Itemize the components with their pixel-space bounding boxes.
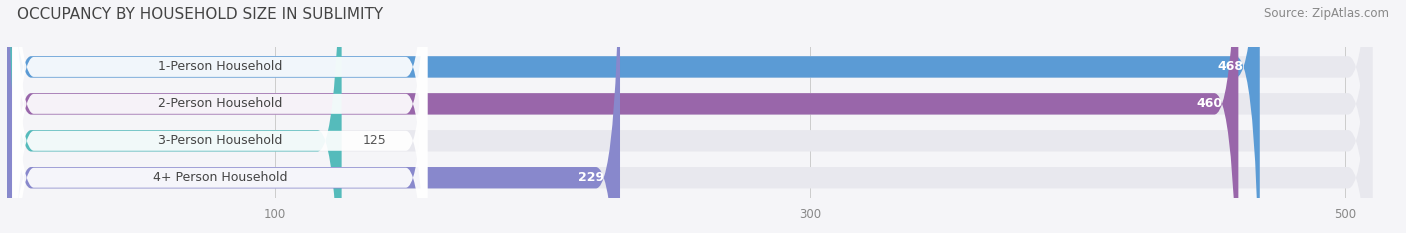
FancyBboxPatch shape xyxy=(7,0,342,233)
FancyBboxPatch shape xyxy=(7,0,1260,233)
FancyBboxPatch shape xyxy=(7,0,1372,233)
FancyBboxPatch shape xyxy=(7,0,620,233)
Text: 125: 125 xyxy=(363,134,387,147)
Text: 468: 468 xyxy=(1218,60,1244,73)
Text: OCCUPANCY BY HOUSEHOLD SIZE IN SUBLIMITY: OCCUPANCY BY HOUSEHOLD SIZE IN SUBLIMITY xyxy=(17,7,382,22)
Text: 229: 229 xyxy=(578,171,605,184)
FancyBboxPatch shape xyxy=(7,0,1239,233)
FancyBboxPatch shape xyxy=(7,0,1372,233)
Text: 1-Person Household: 1-Person Household xyxy=(157,60,283,73)
Text: Source: ZipAtlas.com: Source: ZipAtlas.com xyxy=(1264,7,1389,20)
FancyBboxPatch shape xyxy=(13,0,427,233)
FancyBboxPatch shape xyxy=(13,0,427,233)
Text: 460: 460 xyxy=(1197,97,1222,110)
FancyBboxPatch shape xyxy=(13,0,427,233)
FancyBboxPatch shape xyxy=(7,0,1372,233)
Text: 4+ Person Household: 4+ Person Household xyxy=(153,171,287,184)
Text: 3-Person Household: 3-Person Household xyxy=(157,134,283,147)
FancyBboxPatch shape xyxy=(7,0,1372,233)
FancyBboxPatch shape xyxy=(13,0,427,233)
Text: 2-Person Household: 2-Person Household xyxy=(157,97,283,110)
